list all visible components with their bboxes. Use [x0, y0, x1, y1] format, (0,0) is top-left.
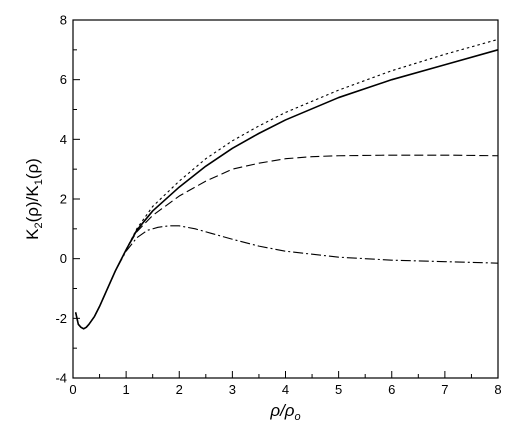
plot-frame [72, 19, 499, 379]
series-line-solid [74, 49, 499, 330]
x-tick-label: 7 [441, 382, 448, 397]
series-line-dotted [75, 38, 499, 330]
x-axis-label: ρ/ρo [269, 401, 300, 423]
tick-label-group: 0 1 2 3 4 5 6 7 8 -4 -2 0 2 4 6 8 [55, 13, 501, 398]
series-group [74, 38, 499, 330]
y-tick-label: 2 [60, 192, 67, 207]
x-tick-label: 6 [388, 382, 395, 397]
x-tick-label: 2 [176, 382, 183, 397]
series-line-dashdot [75, 225, 499, 330]
x-tick-label: 3 [229, 382, 236, 397]
y-tick-label: -4 [55, 371, 67, 386]
y-axis-label: K2(ρ)/K1(ρ) [23, 158, 45, 240]
x-tick-label: 4 [282, 382, 289, 397]
x-tick-label: 0 [69, 382, 76, 397]
series-line-dashed [75, 154, 499, 330]
x-tick-label: 1 [123, 382, 130, 397]
x-tick-label: 5 [335, 382, 342, 397]
x-tick-label: 8 [494, 382, 501, 397]
y-tick-label: -2 [55, 311, 67, 326]
tick-group [72, 19, 499, 379]
y-tick-label: 0 [60, 251, 67, 266]
y-tick-label: 4 [60, 132, 67, 147]
y-tick-label: 6 [60, 72, 67, 87]
y-tick-label: 8 [60, 13, 67, 28]
